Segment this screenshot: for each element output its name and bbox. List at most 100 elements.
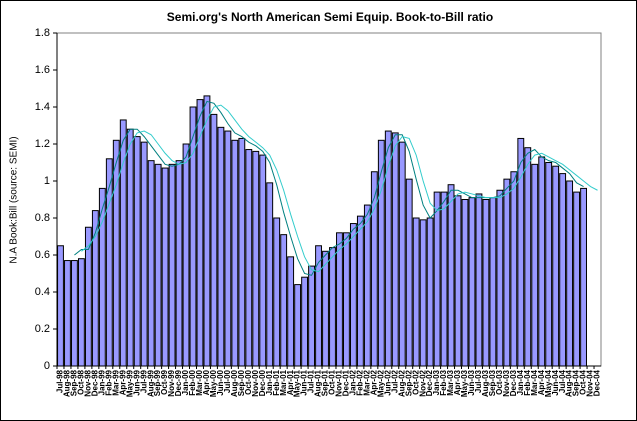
x-tick-label: Apr-02 (369, 369, 378, 395)
x-tick-label: Jun-00 (216, 369, 225, 395)
bar (231, 139, 239, 367)
bar (391, 132, 399, 367)
bar (426, 217, 434, 367)
x-tick-label: Jul-02 (390, 369, 399, 393)
x-tick-label: Oct-00 (244, 369, 253, 394)
bar (412, 217, 420, 367)
y-tick-label: 0.8 (35, 212, 50, 224)
bar (580, 187, 587, 367)
bar (538, 156, 546, 367)
x-tick-label: Nov-03 (502, 369, 511, 396)
y-tick-label: 1.4 (35, 101, 50, 113)
x-tick-label: Dec-00 (258, 369, 267, 396)
x-tick-label: May-02 (376, 369, 385, 397)
bar (531, 163, 539, 367)
bar (308, 265, 315, 367)
x-tick-label: Feb-01 (272, 369, 281, 395)
bar (496, 189, 504, 367)
bar (133, 136, 141, 367)
line (74, 100, 584, 276)
bar (398, 141, 406, 367)
x-tick-label: Oct-03 (495, 369, 504, 394)
x-tick-label: Sep-04 (572, 369, 581, 396)
x-tick-label: Dec-99 (174, 369, 183, 396)
bar (280, 234, 288, 367)
bar (266, 182, 274, 367)
bar (287, 256, 295, 367)
x-tick-label: Aug-04 (565, 369, 574, 397)
x-tick-label: Apr-01 (286, 369, 295, 395)
x-tick-label: Jan-03 (432, 369, 441, 395)
line (81, 104, 598, 273)
x-tick-label: Nov-01 (335, 369, 344, 396)
x-tick-label: Jul-98 (56, 369, 65, 393)
x-tick-label: Jun-01 (300, 369, 309, 395)
bar (217, 126, 225, 367)
bar (468, 197, 476, 367)
bar (559, 173, 567, 367)
y-tick-label: 1.2 (35, 138, 50, 150)
bar (168, 163, 176, 367)
x-tick-label: Mar-03 (446, 369, 455, 395)
x-tick-label: May-00 (209, 369, 218, 397)
x-tick-label: Jun-99 (132, 369, 141, 395)
bar (161, 167, 169, 367)
y-tick-label: 1.8 (35, 27, 50, 39)
bar (57, 245, 64, 367)
bar (349, 223, 357, 367)
x-tick-label: Dec-04 (593, 369, 602, 396)
x-tick-label: Aug-02 (397, 369, 406, 397)
x-tick-label: Apr-03 (453, 369, 462, 395)
x-tick-label: Jan-99 (97, 369, 106, 395)
x-tick-label: Nov-00 (251, 369, 260, 396)
bar (461, 199, 469, 367)
x-tick-label: Nov-99 (167, 369, 176, 396)
x-tick-label: Jul-04 (558, 369, 567, 393)
bar (447, 184, 455, 367)
x-tick-label: May-03 (460, 369, 469, 397)
bar (196, 99, 204, 367)
x-tick-label: Mar-04 (530, 369, 539, 395)
x-tick-label: Jan-01 (265, 369, 274, 395)
bar (405, 178, 413, 367)
x-tick-label: Aug-03 (481, 369, 490, 397)
bar (370, 171, 378, 367)
bar (98, 187, 106, 367)
bar (273, 217, 281, 367)
bar (573, 191, 581, 367)
plot-area (56, 32, 602, 367)
bar (363, 204, 371, 367)
bar (566, 180, 574, 367)
x-tick-label: Apr-04 (537, 369, 546, 395)
bar (224, 130, 232, 367)
x-tick-label: Dec-02 (425, 369, 434, 396)
x-tick-label: Jan-04 (516, 369, 525, 395)
x-tick-label: Jul-01 (307, 369, 316, 393)
bar (510, 171, 518, 367)
bar (71, 260, 78, 367)
y-tick-label: 0.6 (35, 249, 50, 261)
x-tick-label: Aug-99 (146, 369, 155, 397)
bar (524, 147, 532, 367)
bar (322, 250, 329, 367)
bar (336, 232, 343, 367)
x-tick-label: Jul-03 (474, 369, 483, 393)
x-tick-label: Apr-00 (202, 369, 211, 395)
bar (154, 163, 162, 367)
bar (482, 199, 490, 367)
x-tick-label: Aug-98 (63, 369, 72, 397)
y-axis-label: N.A Book:Bill (source: SEMI) (9, 136, 20, 263)
x-tick-label: Jul-00 (223, 369, 232, 393)
x-tick-label: Sep-00 (237, 369, 246, 396)
bar (126, 128, 134, 367)
x-tick-label: Sep-02 (404, 369, 413, 396)
bar (77, 258, 85, 367)
y-tick-label: 0.4 (35, 286, 50, 298)
bar (489, 197, 497, 367)
x-tick-label: Sep-01 (321, 369, 330, 396)
bar (203, 95, 211, 367)
x-tick-label: Jan-02 (349, 369, 358, 395)
x-tick-label: Feb-04 (523, 369, 532, 395)
x-tick-label: Jun-04 (551, 369, 560, 395)
